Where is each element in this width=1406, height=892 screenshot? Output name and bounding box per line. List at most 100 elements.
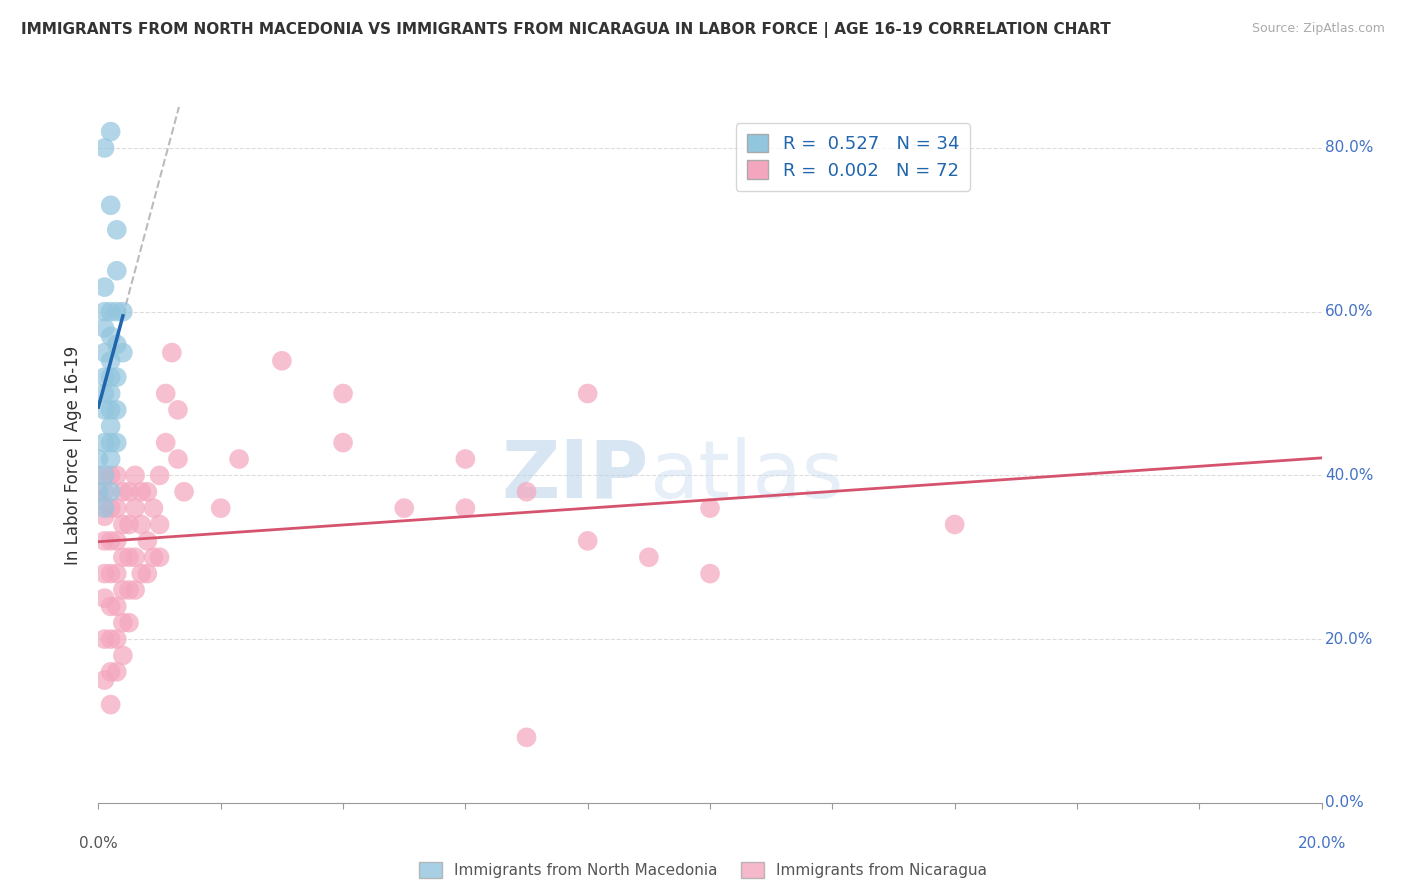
Point [105,304,128,318]
Point [699,566,721,581]
Point [136,533,159,548]
Point [516,484,538,499]
Point [105,533,128,548]
Point [155,386,177,401]
Point [160,345,183,359]
Point [100,533,122,548]
Point [93,280,115,294]
Point [100,435,122,450]
Point [100,468,122,483]
Point [576,386,599,401]
Point [516,731,538,745]
Point [332,386,354,401]
Point [100,370,122,384]
Point [93,566,115,581]
Text: 80.0%: 80.0% [1326,140,1374,155]
Point [173,484,195,499]
Y-axis label: In Labor Force | Age 16-19: In Labor Force | Age 16-19 [65,345,83,565]
Point [149,550,172,565]
Point [111,517,134,532]
Point [576,533,599,548]
Point [136,484,159,499]
Text: atlas: atlas [648,437,844,515]
Point [93,533,115,548]
Point [118,517,141,532]
Point [270,353,292,368]
Point [136,566,159,581]
Legend: Immigrants from North Macedonia, Immigrants from Nicaragua: Immigrants from North Macedonia, Immigra… [413,856,993,884]
Text: ZIP: ZIP [502,437,648,515]
Point [93,345,115,359]
Point [100,599,122,614]
Point [87,452,110,467]
Point [87,484,110,499]
Point [100,198,122,212]
Point [105,264,128,278]
Point [142,550,165,565]
Point [129,566,152,581]
Text: 20.0%: 20.0% [1326,632,1374,647]
Point [111,304,134,318]
Point [100,501,122,516]
Point [100,452,122,467]
Point [118,582,141,597]
Text: Source: ZipAtlas.com: Source: ZipAtlas.com [1251,22,1385,36]
Point [142,501,165,516]
Point [93,632,115,646]
Point [129,484,152,499]
Point [124,582,146,597]
Point [637,550,661,565]
Point [943,517,966,532]
Text: 40.0%: 40.0% [1326,468,1374,483]
Text: 0.0%: 0.0% [79,836,118,851]
Point [149,468,172,483]
Point [111,345,134,359]
Point [332,435,354,450]
Point [105,632,128,646]
Point [100,566,122,581]
Point [111,484,134,499]
Point [93,435,115,450]
Point [118,484,141,499]
Point [111,582,134,597]
Point [100,403,122,417]
Point [124,468,146,483]
Point [93,370,115,384]
Point [111,550,134,565]
Point [93,484,115,499]
Point [93,403,115,417]
Point [105,370,128,384]
Point [93,673,115,687]
Point [118,550,141,565]
Legend: R =  0.527   N = 34, R =  0.002   N = 72: R = 0.527 N = 34, R = 0.002 N = 72 [735,123,970,191]
Point [100,484,122,499]
Point [93,321,115,335]
Point [118,615,141,630]
Point [454,501,477,516]
Point [93,501,115,516]
Point [105,665,128,679]
Text: 20.0%: 20.0% [1298,836,1346,851]
Point [100,304,122,318]
Point [129,517,152,532]
Point [111,615,134,630]
Point [105,223,128,237]
Point [100,329,122,343]
Point [124,501,146,516]
Text: 0.0%: 0.0% [1326,796,1364,810]
Text: IMMIGRANTS FROM NORTH MACEDONIA VS IMMIGRANTS FROM NICARAGUA IN LABOR FORCE | AG: IMMIGRANTS FROM NORTH MACEDONIA VS IMMIG… [21,22,1111,38]
Point [105,599,128,614]
Point [93,386,115,401]
Point [100,419,122,434]
Point [87,468,110,483]
Point [100,698,122,712]
Point [149,517,172,532]
Point [228,452,250,467]
Point [454,452,477,467]
Point [209,501,232,516]
Point [100,386,122,401]
Point [105,566,128,581]
Point [105,435,128,450]
Point [111,648,134,663]
Point [93,141,115,155]
